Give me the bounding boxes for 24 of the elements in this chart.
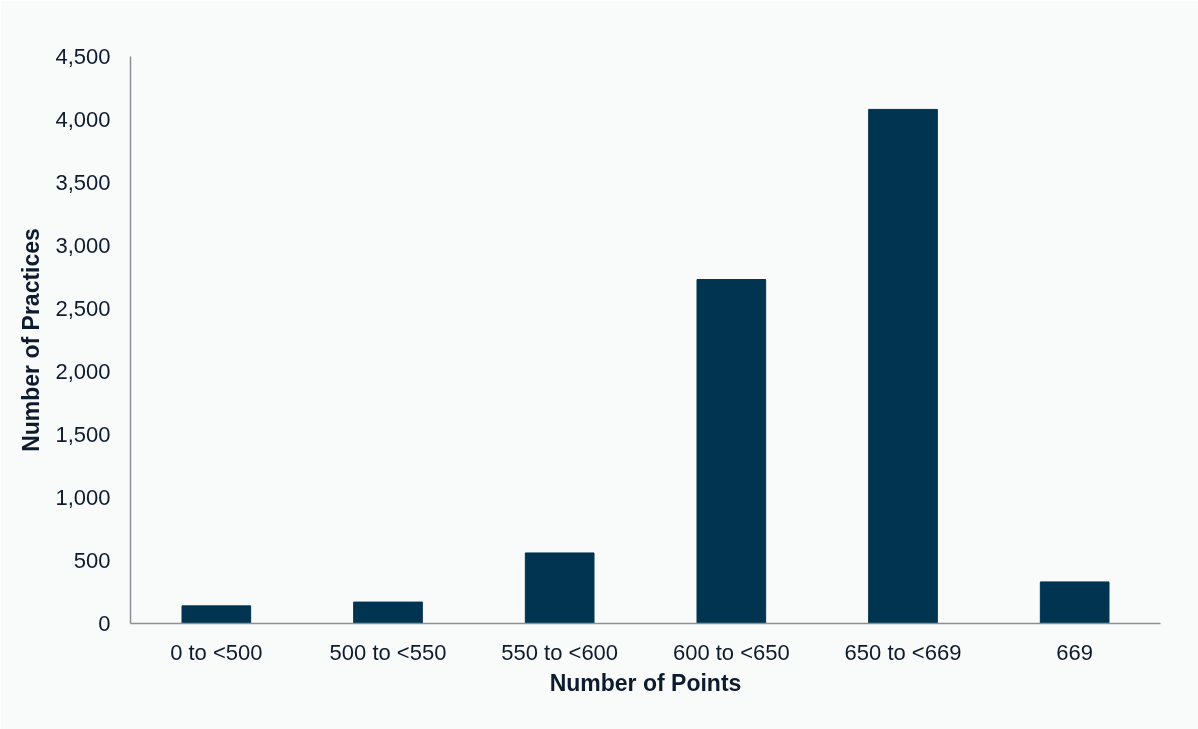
y-tick-label: 4,000 [55,107,111,132]
bar [868,108,938,624]
y-tick-label: 1,000 [55,485,111,510]
y-tick-label: 3,000 [55,233,111,258]
x-tick-label: 650 to <669 [844,639,962,665]
y-tick-label: 2,000 [55,359,111,384]
y-tick-label: 0 [98,611,111,636]
x-axis-title: Number of Points [549,669,742,696]
x-tick-label: 0 to <500 [170,639,263,665]
bar [696,279,767,624]
y-tick-label: 1,500 [55,422,111,447]
y-axis-title: Number of Practices [18,228,45,452]
y-tick-label: 4,500 [55,44,111,69]
bar [181,605,252,624]
bar [1039,581,1110,624]
bar [353,601,423,624]
x-tick-label: 600 to <650 [672,639,790,665]
bar [524,552,595,624]
y-tick-label: 2,500 [55,296,111,321]
x-tick-label: 500 to <550 [329,639,447,665]
x-tick-label: 550 to <600 [501,639,619,665]
y-tick-label: 500 [73,548,111,573]
x-tick-label: 669 [1056,639,1094,665]
y-tick-label: 3,500 [55,170,111,195]
